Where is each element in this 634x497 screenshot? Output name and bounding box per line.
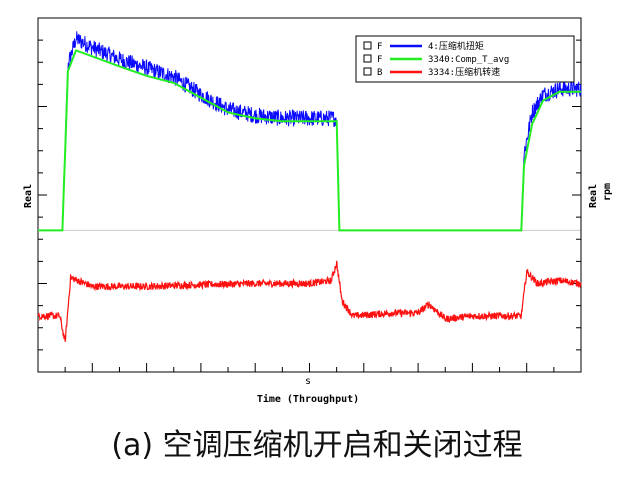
series-line-3 [37,260,582,342]
x-axis-label: Time (Throughput) [257,393,359,405]
legend-flag: F [377,42,382,52]
legend-label: 3334:压缩机转速 [428,66,500,78]
legend-checkbox [363,67,372,76]
legend-checkbox [363,54,372,63]
line-chart: F 4:压缩机扭矩 F 3340:Comp_T_avg B 3334:压缩机转速 s Ti… [23,17,613,405]
legend-label: 3340:Comp_T_avg [428,55,509,65]
x-axis-unit: s [305,376,311,387]
legend: F 4:压缩机扭矩 F 3340:Comp_T_avg B 3334:压缩机转速 [355,35,575,83]
y-axis-label-right-real: Real [588,184,599,208]
legend-flag: F [377,55,382,65]
legend-checkbox [363,41,372,50]
y-axis-label-left: Real [23,184,34,208]
y-axis-label-right-rpm: rpm [602,183,613,201]
series-line-2 [38,49,581,232]
legend-label: 4:压缩机扭矩 [428,40,484,52]
legend-flag: B [377,68,382,78]
series-lines [37,31,582,342]
figure-caption: (a) 空调压缩机开启和关闭过程 [111,428,523,463]
